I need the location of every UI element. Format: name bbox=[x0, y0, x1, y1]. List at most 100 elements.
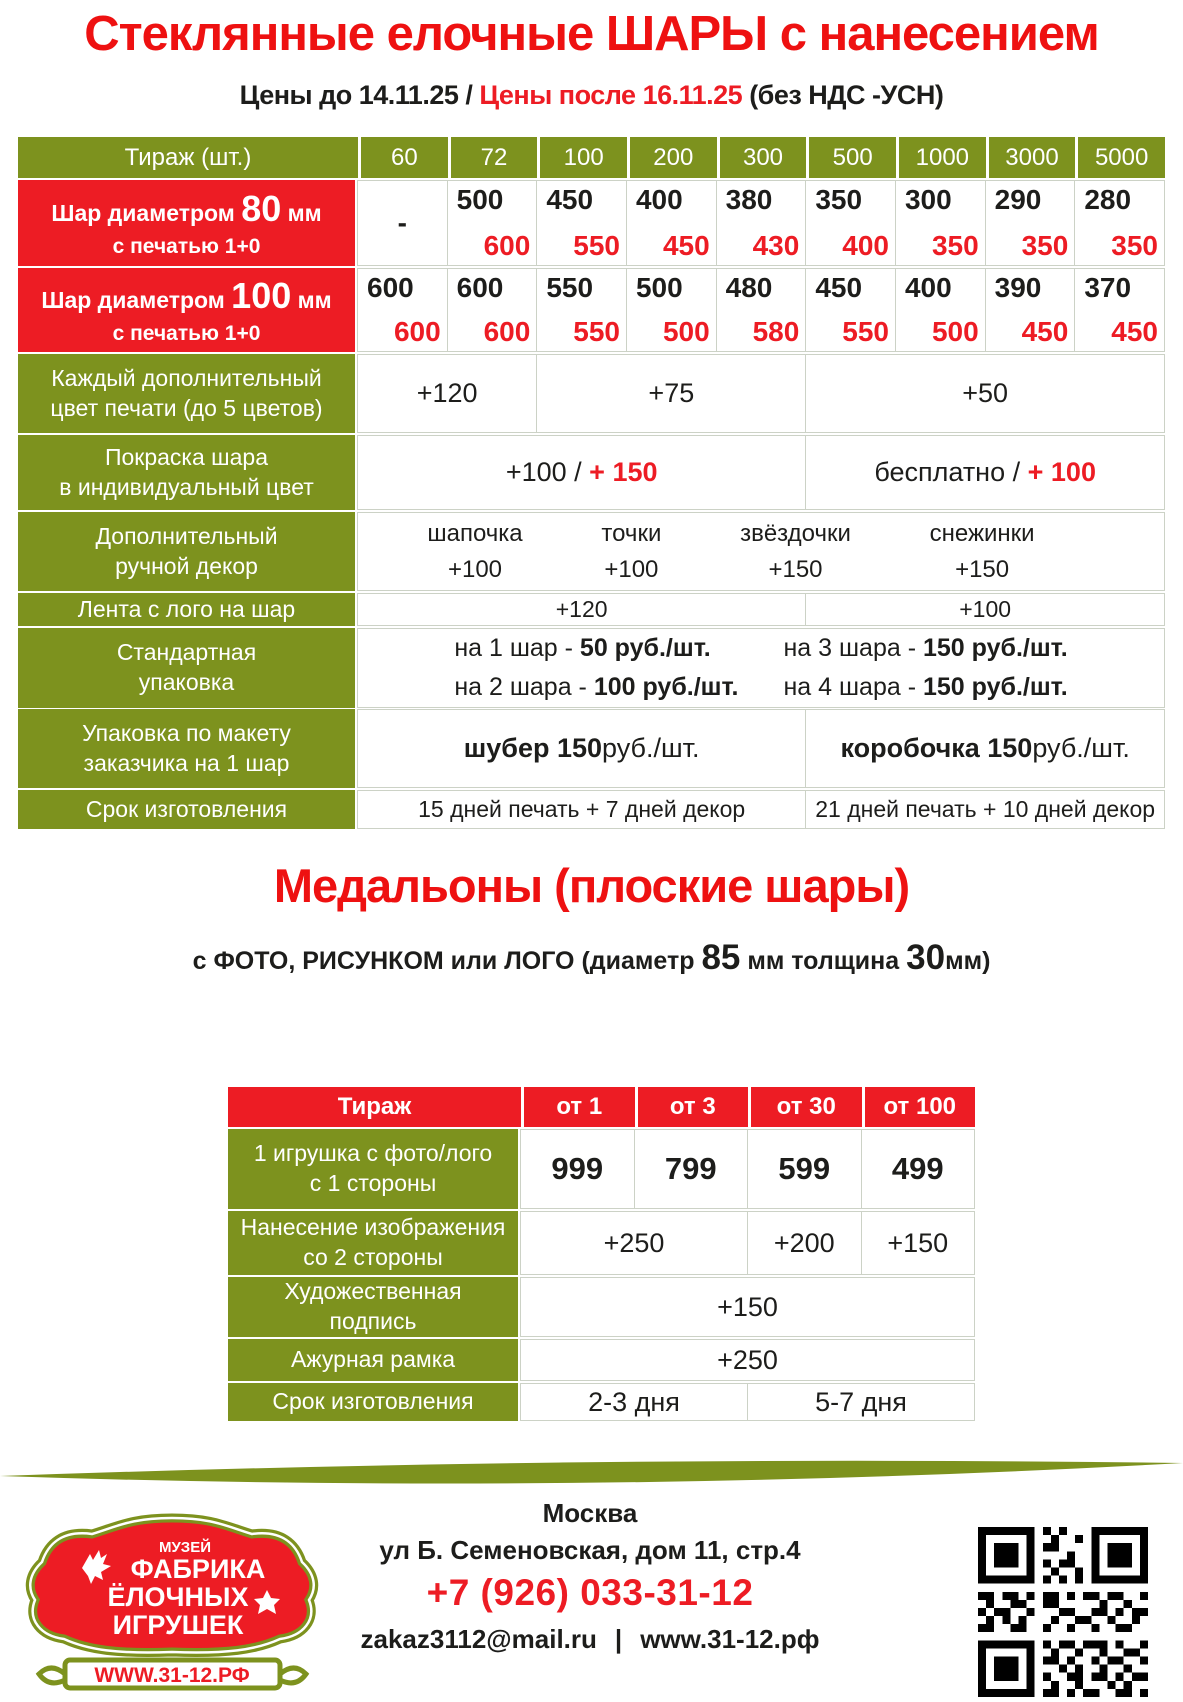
deer-icon bbox=[82, 1550, 111, 1584]
row-production: Срок изготовления 15 дней печать + 7 дне… bbox=[18, 790, 1165, 829]
decor-item: точки +100 bbox=[601, 519, 662, 583]
price-cell: 500 500 bbox=[625, 268, 717, 352]
logo-line-muzey: МУЗЕЙ bbox=[159, 1538, 211, 1556]
decor-item: шапочка +100 bbox=[427, 519, 523, 583]
price-cell: 370 450 bbox=[1074, 268, 1165, 352]
price-cell: - bbox=[357, 180, 448, 266]
med-col-100: от 100 bbox=[861, 1087, 975, 1127]
med-price-cell: 499 bbox=[860, 1129, 975, 1209]
medallions-title: Медальоны (плоские шары) bbox=[273, 859, 910, 912]
contact-city: Москва bbox=[542, 1498, 638, 1528]
decor-item: снежинки +150 bbox=[929, 519, 1035, 583]
price-after-date: Цены после 16.11.25 bbox=[479, 80, 743, 110]
price-cell: 280 350 bbox=[1074, 180, 1165, 266]
col-1000: 1000 bbox=[895, 137, 986, 178]
col-60: 60 bbox=[358, 137, 448, 178]
label-med-signature: Художественная подпись bbox=[228, 1277, 518, 1337]
label-paint: Покраска шара в индивидуальный цвет bbox=[18, 435, 355, 510]
price-cell: 380 430 bbox=[715, 180, 807, 266]
logo-line-fabrika: ФАБРИКА bbox=[131, 1554, 266, 1584]
contact-links: zakaz3112@mail.ru | www.31-12.рф bbox=[280, 1624, 900, 1655]
decor-item: звёздочки +150 bbox=[740, 519, 851, 583]
price-cell: 500 600 bbox=[446, 180, 538, 266]
divider-swoosh bbox=[0, 1460, 1183, 1484]
med-cell: 5-7 дня bbox=[747, 1383, 975, 1421]
contact-email: zakaz3112@mail.ru bbox=[360, 1624, 597, 1654]
price-cell: 300 350 bbox=[894, 180, 986, 266]
col-300: 300 bbox=[716, 137, 807, 178]
logo-site: WWW.31-12.РФ bbox=[94, 1664, 249, 1687]
label-ribbon: Лента с лого на шар bbox=[18, 593, 355, 626]
med-price-cell: 599 bbox=[747, 1129, 862, 1209]
price-cell: 450 550 bbox=[536, 180, 627, 266]
label-ball-80: Шар диаметром 80 мм с печатью 1+0 bbox=[18, 180, 355, 266]
label-custom-pack: Упаковка по макету заказчика на 1 шар bbox=[18, 709, 355, 788]
price-cell: 600 600 bbox=[357, 268, 448, 352]
custom-pack-box: коробочка 150 руб./шт. bbox=[805, 709, 1165, 788]
price-before-date: Цены до 14.11.25 / bbox=[239, 80, 480, 110]
contact-separator: | bbox=[614, 1624, 623, 1654]
col-3000: 3000 bbox=[985, 137, 1076, 178]
factory-logo: МУЗЕЙ ФАБРИКА ЁЛОЧНЫХ ИГРУШЕК WWW.31-12.… bbox=[20, 1502, 325, 1698]
label-std-pack: Стандартная упаковка bbox=[18, 628, 355, 708]
med-row-frame: Ажурная рамка +250 bbox=[228, 1339, 975, 1381]
row-extra-color: Каждый дополнительный цвет печати (до 5 … bbox=[18, 354, 1165, 433]
row-ball-100: Шар диаметром 100 мм с печатью 1+0 600 60… bbox=[18, 268, 1165, 352]
page-title: Стеклянные елочные ШАРЫ с нанесением bbox=[84, 7, 1099, 61]
row-std-pack: Стандартная упаковка на 1 шар - 50 руб./… bbox=[18, 628, 1165, 708]
std-pack-col-2: на 3 шара - 150 руб./шт. на 4 шара - 150… bbox=[783, 634, 1068, 701]
medallions-header-row: Тираж от 1 от 3 от 30 от 100 bbox=[228, 1087, 975, 1127]
med-cell: +250 bbox=[520, 1211, 748, 1275]
col-100: 100 bbox=[537, 137, 627, 178]
col-200: 200 bbox=[626, 137, 717, 178]
header-tirazh: Тираж (шт.) bbox=[18, 137, 358, 178]
row-ball-80: Шар диаметром 80 мм с печатью 1+0 - 500 6… bbox=[18, 180, 1165, 266]
extra-color-small-run: +120 bbox=[357, 354, 538, 433]
med-col-30: от 30 bbox=[748, 1087, 862, 1127]
std-pack-col-1: на 1 шар - 50 руб./шт. на 2 шара - 100 р… bbox=[454, 634, 739, 701]
med-row-production: Срок изготовления 2-3 дня 5-7 дня bbox=[228, 1383, 975, 1421]
label-decor: Дополнительный ручной декор bbox=[18, 512, 355, 591]
med-cell: +250 bbox=[520, 1339, 975, 1381]
medallions-subtitle: с ФОТО, РИСУНКОМ или ЛОГО (диаметр 85 мм… bbox=[192, 938, 991, 977]
std-pack-options: на 1 шар - 50 руб./шт. на 2 шара - 100 р… bbox=[357, 628, 1165, 708]
med-col-1: от 1 bbox=[521, 1087, 635, 1127]
label-med-base: 1 игрушка с фото/лого с 1 стороны bbox=[228, 1129, 518, 1209]
label-ball-100: Шар диаметром 100 мм с печатью 1+0 bbox=[18, 268, 355, 352]
med-row-second-side: Нанесение изображения со 2 стороны +250 … bbox=[228, 1211, 975, 1275]
med-row-signature: Художественная подпись +150 bbox=[228, 1277, 975, 1337]
paint-small-run: +100 / + 150 bbox=[357, 435, 807, 510]
label-production: Срок изготовления bbox=[18, 790, 355, 829]
label-med-frame: Ажурная рамка bbox=[228, 1339, 518, 1381]
logo-line-elochnyh: ЁЛОЧНЫХ bbox=[108, 1582, 249, 1612]
label-extra-color: Каждый дополнительный цвет печати (до 5 … bbox=[18, 354, 355, 433]
price-cell: 350 400 bbox=[805, 180, 896, 266]
price-date-note: Цены до 14.11.25 / Цены после 16.11.25 (… bbox=[0, 80, 1183, 111]
med-cell: +200 bbox=[747, 1211, 862, 1275]
price-cell: 550 550 bbox=[536, 268, 627, 352]
paint-big-run: бесплатно / + 100 bbox=[805, 435, 1165, 510]
contact-block: Москва ул Б. Семеновская, дом 11, стр.4 … bbox=[280, 1498, 900, 1655]
price-cell: 390 450 bbox=[984, 268, 1076, 352]
contact-address: ул Б. Семеновская, дом 11, стр.4 bbox=[379, 1535, 801, 1565]
contact-phone: +7 (926) 033-31-12 bbox=[426, 1572, 754, 1613]
price-cell: 600 600 bbox=[446, 268, 538, 352]
production-right: 21 дней печать + 10 дней декор bbox=[805, 790, 1165, 829]
col-5000: 5000 bbox=[1075, 137, 1165, 178]
price-cell: 480 580 bbox=[715, 268, 807, 352]
med-row-base: 1 игрушка с фото/лого с 1 стороны 999 79… bbox=[228, 1129, 975, 1209]
medallions-price-table: Тираж от 1 от 3 от 30 от 100 1 игрушка с… bbox=[228, 1087, 975, 1421]
med-col-3: от 3 bbox=[634, 1087, 748, 1127]
balls-price-table: Тираж (шт.) 60 72 100 200 300 500 1000 3… bbox=[18, 137, 1165, 829]
label-med-production: Срок изготовления bbox=[228, 1383, 518, 1421]
col-500: 500 bbox=[806, 137, 896, 178]
row-custom-pack: Упаковка по макету заказчика на 1 шар шу… bbox=[18, 709, 1165, 788]
star-icon bbox=[254, 1590, 280, 1614]
ribbon-big-run: +100 bbox=[805, 593, 1165, 626]
med-price-cell: 799 bbox=[633, 1129, 748, 1209]
price-cell: 450 550 bbox=[805, 268, 896, 352]
decor-options: шапочка +100 точки +100 звёздочки +150 снеж… bbox=[357, 512, 1165, 591]
qr-code bbox=[978, 1527, 1148, 1697]
med-cell: +150 bbox=[520, 1277, 975, 1337]
